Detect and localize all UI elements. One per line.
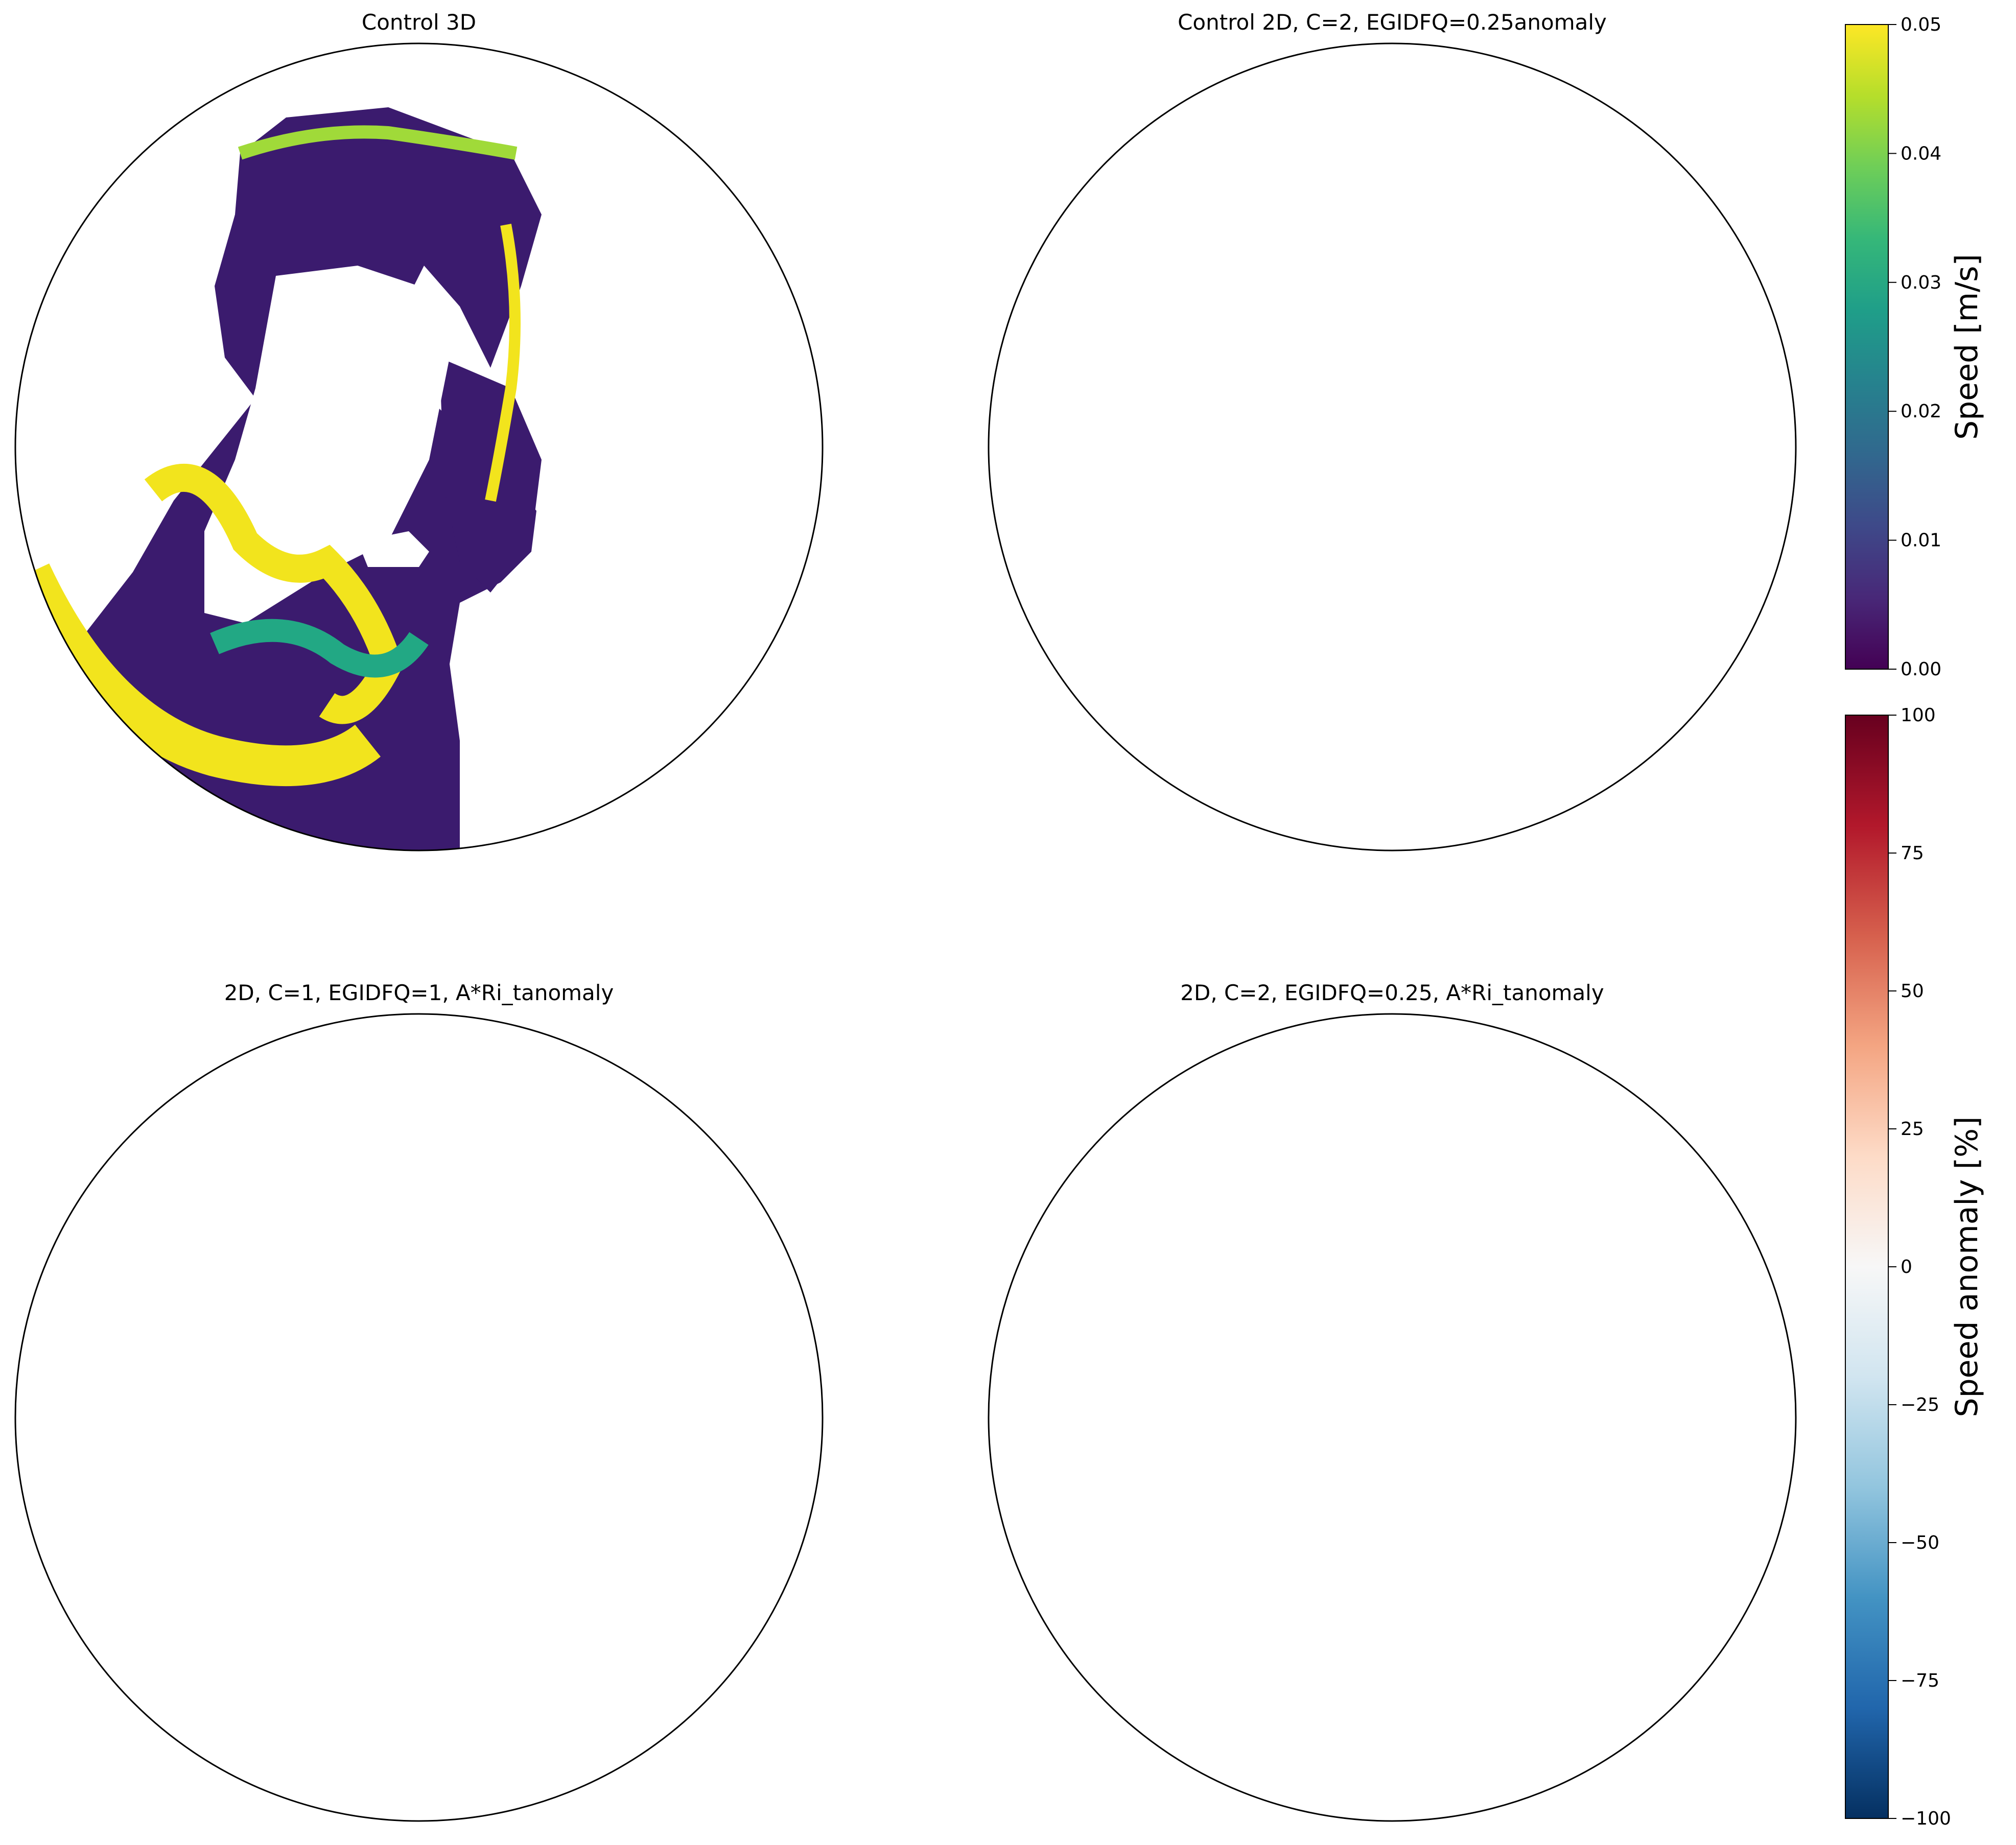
jet-gulf-stream (15, 563, 381, 787)
land-europe (460, 562, 823, 850)
colorbar-speed-fill (1845, 24, 1889, 670)
contour-line (496, 1162, 572, 1479)
panel-c2-egidfq025-anomaly: 2D, C=2, EGIDFQ=0.25, A*Ri_tanomaly (988, 980, 1797, 1822)
jet-north-atlantic (144, 463, 404, 724)
jet-arctic-edge (238, 125, 518, 160)
contour-line (266, 1120, 317, 1131)
anomaly-gulf-red (989, 672, 1106, 784)
contour-line (1147, 1417, 1208, 1642)
contour-line (1065, 1632, 1494, 1756)
anomaly-field-c2-egidfq025-anomaly (989, 988, 1719, 1806)
jet-shelf (210, 619, 429, 678)
anomaly-arctic-light (1239, 294, 1351, 447)
anomaly-tick-label: 75 (1901, 843, 1924, 864)
anomaly-gulf-red (989, 1642, 1106, 1755)
anomaly-atlantic-blue (1035, 539, 1469, 835)
anomaly-field-control-2d-anomaly (989, 18, 1719, 835)
anomaly-atlantic-red (1106, 1632, 1392, 1714)
speed-tick-label: 0.04 (1901, 143, 1941, 164)
anomaly-tick-label: 0 (1901, 1257, 1912, 1278)
land-northwest (15, 43, 266, 266)
anomaly-arctic-blue (240, 1091, 521, 1264)
contour-line (1147, 447, 1208, 672)
contour-line (1239, 1120, 1290, 1131)
colorbar-anomaly: Speed anomaly [%] −100 −75 −50 −25 0 25 50 75 10… (1845, 705, 1985, 1829)
anomaly-central-pale (1392, 1295, 1484, 1550)
anomaly-tick-label: 50 (1901, 981, 1924, 1002)
anomaly-arctic-light (1239, 1264, 1351, 1417)
contour-line (133, 1571, 480, 1683)
anomaly-shelf-blue (999, 692, 1178, 815)
contour-line (1469, 1162, 1545, 1479)
land-greenland (204, 266, 450, 623)
anomaly-east-pale (1494, 600, 1719, 774)
colorbar-anomaly-label: Speed anomaly [%] (1949, 1117, 1985, 1417)
anomaly-atlantic-red (1106, 661, 1392, 743)
contour-line (1198, 547, 1402, 585)
anomaly-tick-label: −25 (1901, 1394, 1939, 1415)
globe-outline-control-3d (14, 42, 824, 851)
anomaly-arctic-blue (1213, 120, 1494, 294)
anomaly-shelf-blue (999, 1663, 1178, 1785)
anomaly-central-pale (419, 1295, 511, 1550)
contour-line (1198, 1518, 1402, 1555)
contour-line (1469, 192, 1545, 508)
anomaly-east-pale (1494, 1571, 1719, 1744)
colorbar-anomaly-fill (1845, 715, 1889, 1819)
contour-line (1065, 661, 1494, 786)
anomaly-arctic-blue (1213, 1091, 1494, 1264)
anomaly-tick-label: −75 (1901, 1670, 1939, 1691)
panel-control-3d: Control 3D (14, 10, 824, 851)
anomaly-tick-label: 25 (1901, 1119, 1924, 1140)
panel-control-2d-anomaly: Control 2D, C=2, EGIDFQ=0.25anomaly (988, 10, 1797, 851)
colorbar-speed: Speed [m/s] 0.00 0.01 0.02 0.03 0.04 0.05 (1845, 14, 1985, 680)
contour-line (1106, 600, 1454, 713)
speed-field-control-3d (15, 43, 823, 850)
anomaly-central-pale (1392, 324, 1484, 580)
colorbar-speed-label: Speed [m/s] (1949, 254, 1985, 440)
contour-line (1086, 988, 1188, 1060)
contour-line (112, 988, 215, 1060)
panel-title-control-3d: Control 3D (362, 10, 476, 35)
panel-title-control-2d-anomaly: Control 2D, C=2, EGIDFQ=0.25anomaly (1178, 10, 1607, 35)
speed-tick-label: 0.03 (1901, 272, 1941, 293)
contour-line (1106, 1571, 1454, 1683)
contour-line (1086, 18, 1188, 89)
contour-line (174, 1417, 235, 1642)
anomaly-field-c1-egidfq1-anomaly (15, 988, 746, 1806)
panel-title-c2-egidfq025-anomaly: 2D, C=2, EGIDFQ=0.25, A*Ri_tanomaly (1180, 980, 1604, 1005)
anomaly-tick-label: −100 (1901, 1808, 1951, 1829)
anomaly-arctic-light (266, 1264, 378, 1417)
anomaly-atlantic-blue (61, 1509, 496, 1806)
anomaly-atlantic-red (133, 1632, 419, 1714)
panel-title-c1-egidfq1-anomaly: 2D, C=1, EGIDFQ=1, A*Ri_tanomaly (224, 980, 614, 1005)
anomaly-gulf-red (15, 1642, 133, 1755)
contour-line (225, 1518, 429, 1555)
anomaly-tick-label: 100 (1901, 705, 1936, 726)
speed-tick-label: 0.05 (1901, 14, 1941, 35)
globe-outline-c1-egidfq1-anomaly (14, 1013, 824, 1822)
contour-line (1239, 149, 1290, 161)
anomaly-atlantic-blue (1035, 1509, 1469, 1806)
jet-east-greenland (485, 223, 521, 502)
globe-outline-c2-egidfq025-anomaly (988, 1013, 1797, 1822)
speed-tick-label: 0.01 (1901, 530, 1941, 551)
contour-line (92, 1632, 521, 1756)
speed-tick-label: 0.02 (1901, 401, 1941, 422)
anomaly-tick-label: −50 (1901, 1532, 1939, 1553)
panel-c1-egidfq1-anomaly: 2D, C=1, EGIDFQ=1, A*Ri_tanomaly (14, 980, 824, 1822)
speed-tick-label: 0.00 (1901, 659, 1941, 680)
anomaly-east-pale (521, 1571, 746, 1744)
land-iceland (358, 531, 429, 567)
anomaly-shelf-blue (26, 1663, 204, 1785)
globe-outline-control-2d-anomaly (988, 42, 1797, 851)
